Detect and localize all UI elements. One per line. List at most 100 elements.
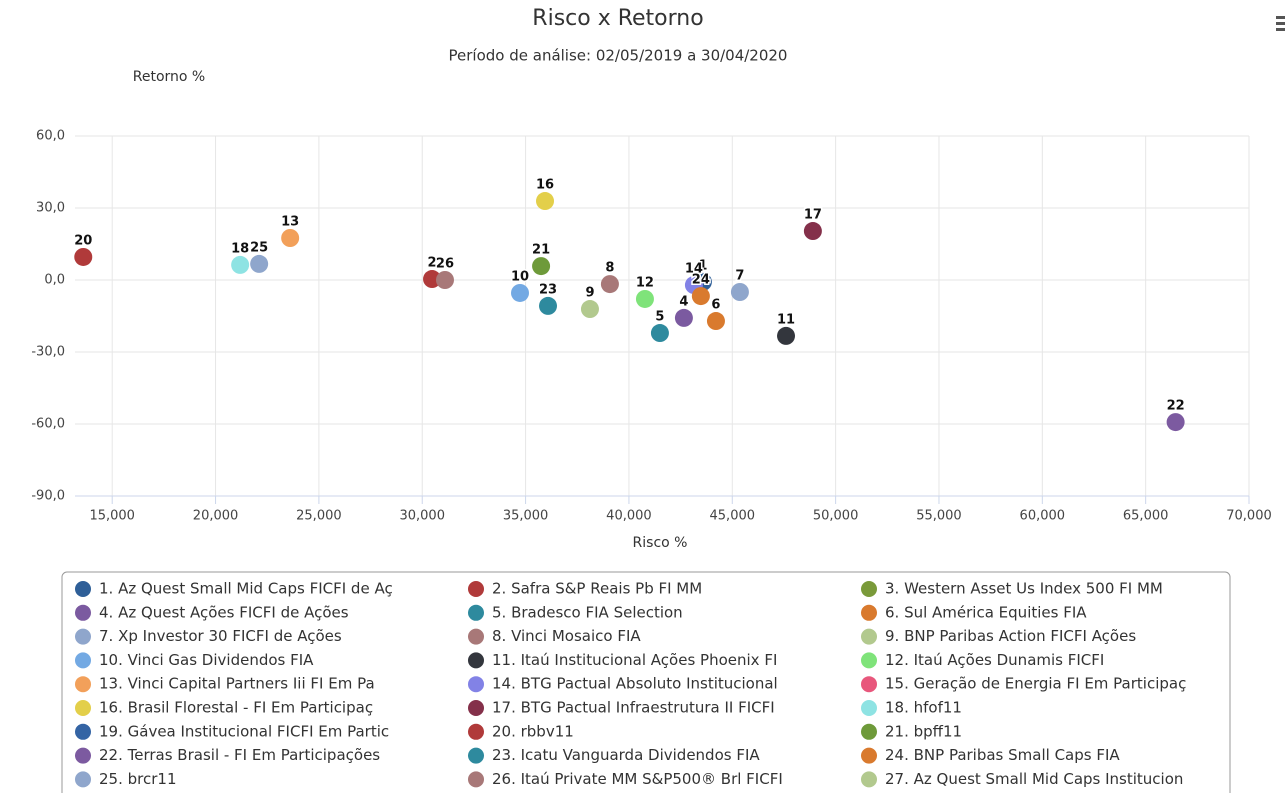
data-label: 14 [685,262,703,277]
legend-symbol [75,723,91,740]
data-label: 18 [231,241,249,256]
y-tick-label: -30,0 [31,345,65,360]
menu-icon[interactable] [1276,16,1285,31]
x-tick-label: 45,000 [710,509,756,524]
x-tick-label: 30,000 [399,509,445,524]
data-label: 13 [281,215,299,230]
data-label: 26 [436,257,454,272]
legend-label: 18. hfof11 [885,699,962,717]
point [580,300,599,319]
legend-label: 3. Western Asset Us Index 500 FI MM [885,580,1163,598]
data-label: 5 [655,310,664,325]
legend-symbol [468,747,484,764]
data-label: 21 [532,243,550,258]
data-label: 20 [74,233,92,248]
legend-label: 23. Icatu Vanguarda Dividendos FIA [492,746,760,764]
legend-symbol [75,628,91,645]
legend-label: 20. rbbv11 [492,722,574,740]
legend-symbol [861,604,877,621]
y-tick-label: 0,0 [44,273,65,288]
legend-label: 8. Vinci Mosaico FIA [492,627,641,645]
legend-label: 17. BTG Pactual Infraestrutura II FICFI [492,699,775,717]
legend-label: 1. Az Quest Small Mid Caps FICFI de Aç [99,580,393,598]
data-label: 4 [679,294,688,309]
legend-label: 7. Xp Investor 30 FICFI de Ações [99,627,342,645]
legend-symbol [861,723,877,740]
point [600,275,619,294]
legend-label: 9. BNP Paribas Action FICFI Ações [885,627,1136,645]
legend-label: 24. BNP Paribas Small Caps FIA [885,746,1120,764]
data-label: 11 [777,312,795,327]
legend-symbol [75,581,91,597]
legend-symbol [75,676,91,693]
data-label: 17 [804,208,822,223]
legend-symbol [468,581,484,597]
legend-symbol [75,771,91,788]
legend-label: 22. Terras Brasil - FI Em Participações [99,746,380,764]
point [250,254,269,273]
data-label: 16 [536,178,554,193]
legend-symbol [861,771,877,788]
point [706,312,725,331]
point [281,229,300,247]
point [231,255,250,274]
data-label: 6 [711,298,720,313]
legend-label: 21. bpff11 [885,722,962,740]
point [423,270,442,289]
point [74,247,93,266]
legend-symbol [75,652,91,669]
x-tick-label: 35,000 [503,509,549,524]
point [691,287,710,306]
point [1166,413,1185,432]
legend-symbol [861,628,877,645]
legend-symbol [861,676,877,693]
legend-label: 11. Itaú Institucional Ações Phoenix FI [492,651,777,669]
y-tick-label: -60,0 [31,417,65,432]
point [674,308,693,327]
data-label: 23 [539,282,557,297]
legend-label: 26. Itaú Private MM S&P500® Brl FICFI [492,770,783,788]
legend-symbol [861,581,877,597]
point [539,296,558,315]
legend-label: 4. Az Quest Ações FICFI de Ações [99,603,349,621]
x-tick-label: 55,000 [916,509,962,524]
data-label: 7 [735,269,744,284]
legend-symbol [75,700,91,716]
y-tick-label: 60,0 [36,129,65,144]
point [435,271,454,289]
legend-box [61,571,1231,793]
point [730,283,749,301]
point [532,257,551,276]
legend-symbol [468,652,484,669]
legend-label: 12. Itaú Ações Dunamis FICFI [885,651,1104,669]
data-label: 25 [250,240,268,255]
legend-symbol [861,700,877,716]
point [635,289,654,308]
x-tick-label: 20,000 [193,509,239,524]
data-label: 2 [428,256,437,271]
legend-label: 14. BTG Pactual Absoluto Institucional [492,675,778,693]
legend-label: 5. Bradesco FIA Selection [492,603,683,621]
legend-symbol [468,628,484,645]
data-label: 12 [636,275,654,290]
y-axis-title: Retorno % [133,69,205,85]
data-label: 10 [511,269,529,284]
point [511,283,530,302]
legend-label: 19. Gávea Institucional FICFI Em Partic [99,722,389,740]
legend-symbol [468,676,484,693]
legend-symbol [468,771,484,788]
point [650,324,669,343]
x-tick-label: 25,000 [296,509,342,524]
legend-symbol [468,604,484,621]
y-tick-label: 30,0 [36,201,65,216]
point [777,326,796,345]
data-label: 24 [692,273,710,288]
chart-title: Risco x Retorno [532,6,703,31]
legend-symbol [75,747,91,764]
x-tick-label: 50,000 [813,509,859,524]
x-tick-label: 15,000 [89,509,135,524]
legend-label: 10. Vinci Gas Dividendos FIA [99,651,314,669]
data-label: 8 [605,261,614,276]
x-axis-title: Risco % [633,535,688,551]
